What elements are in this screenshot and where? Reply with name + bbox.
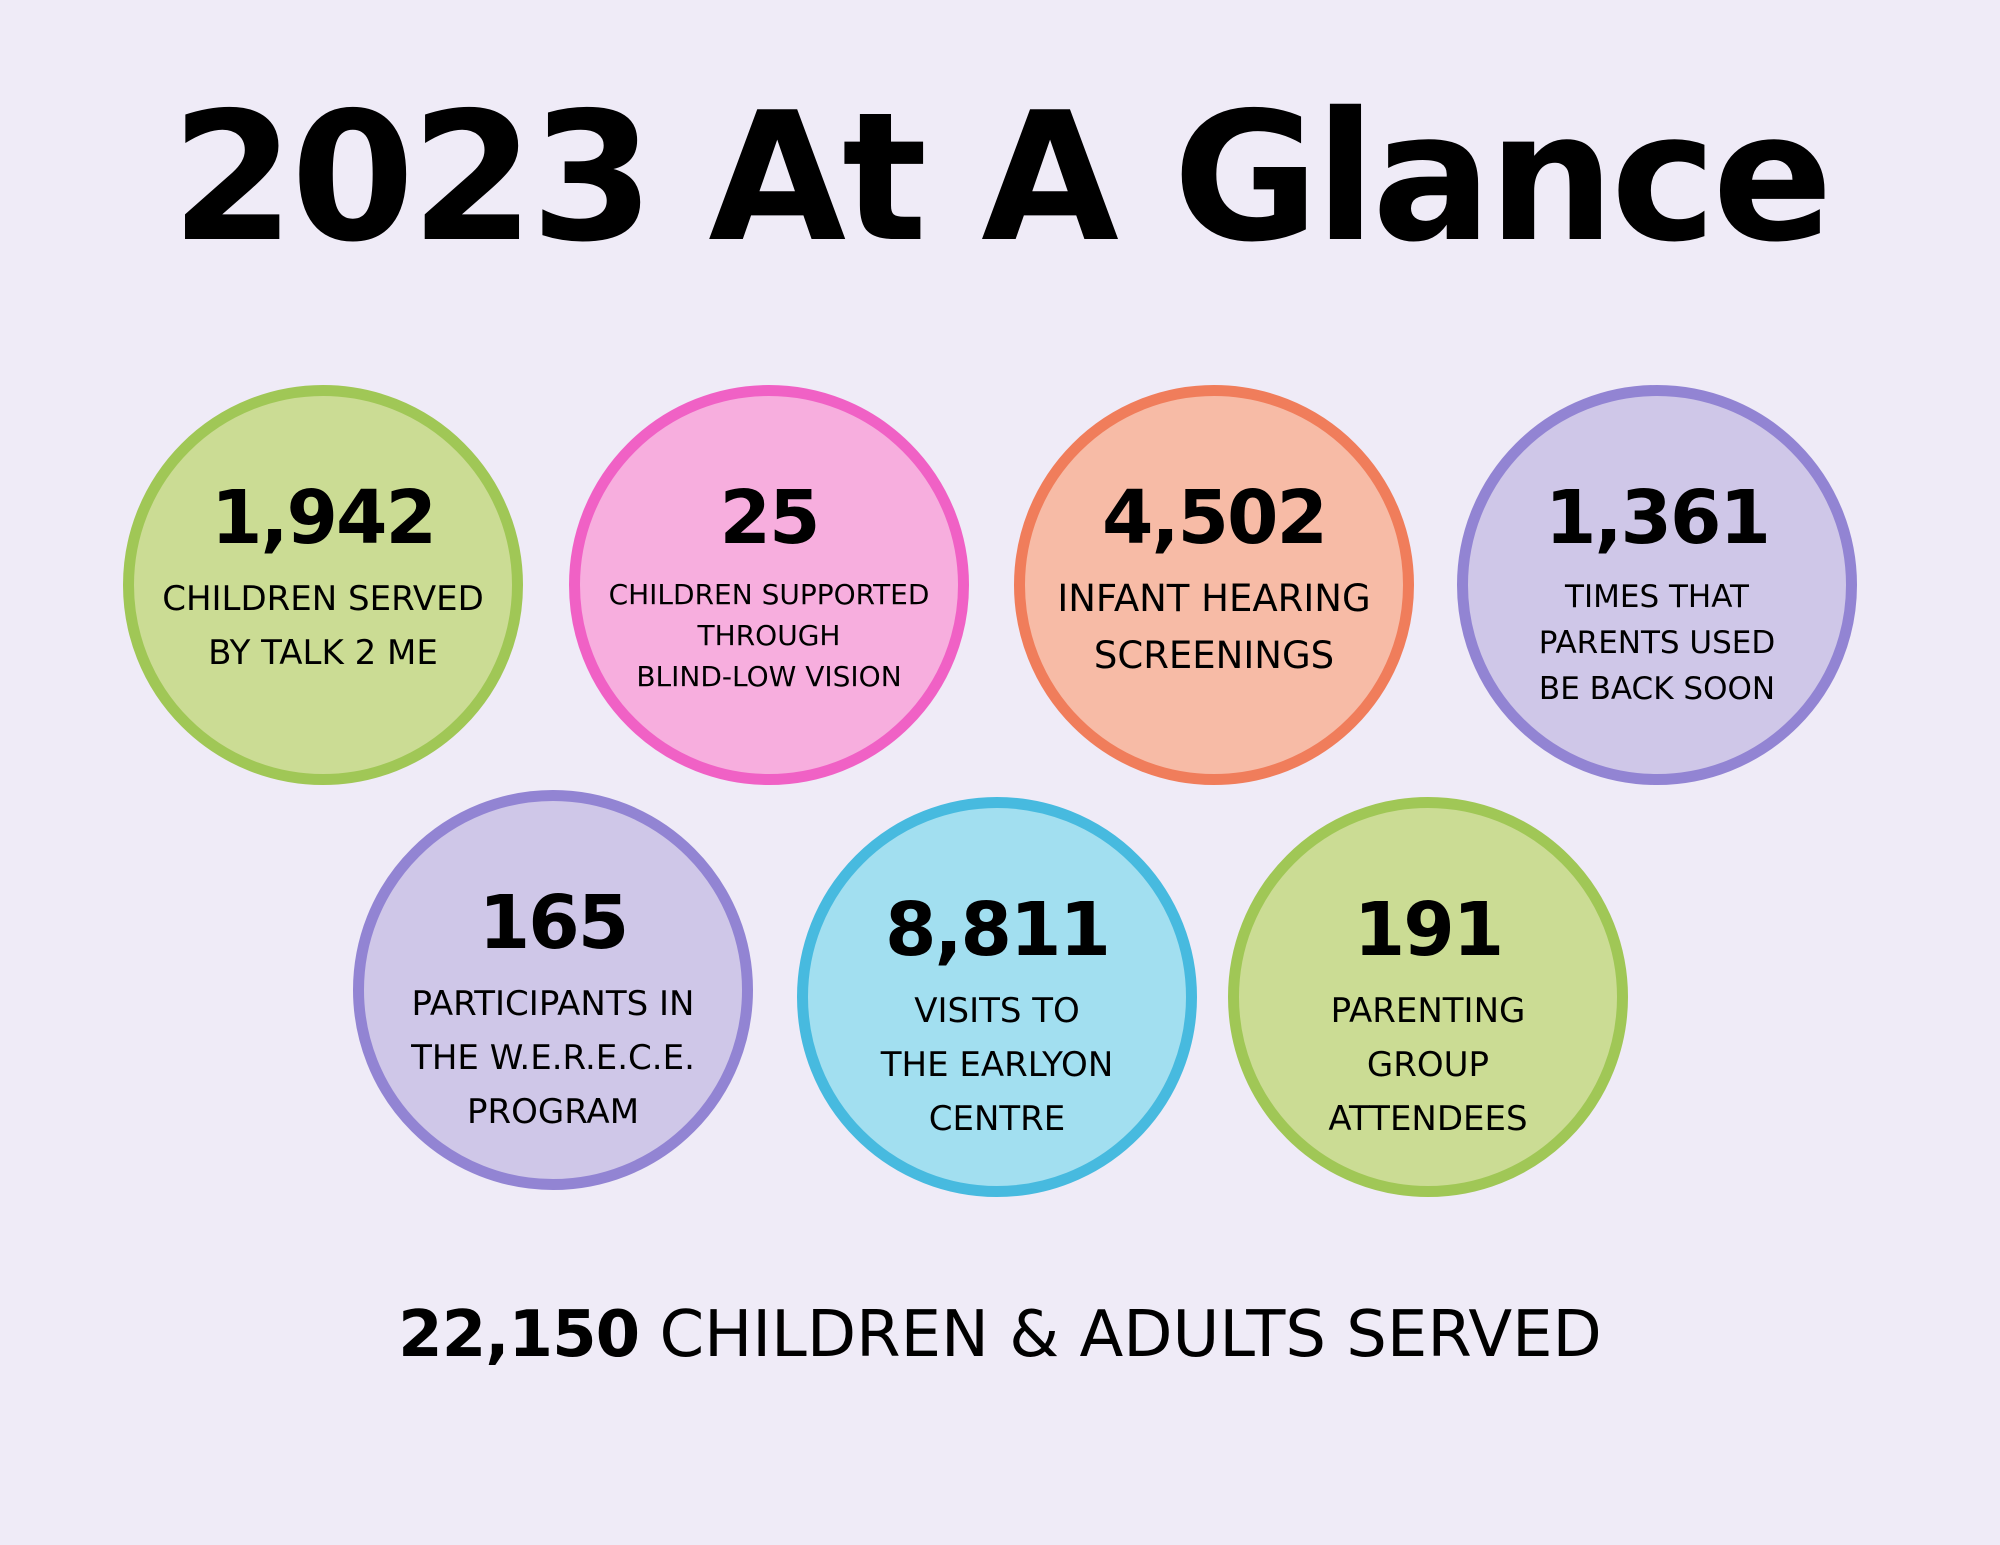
stat-label: PARTICIPANTS IN THE W.E.R.E.C.E. PROGRAM [411,984,695,1132]
stat-value: 8,811 [884,887,1111,973]
stat-circle-infant-hearing: 4,502 INFANT HEARING SCREENINGS [1014,385,1414,785]
stat-circle-blind-low-vision: 25 CHILDREN SUPPORTED THROUGH BLIND-LOW … [569,385,969,785]
summary-label: CHILDREN & ADULTS SERVED [639,1298,1602,1372]
stat-value: 25 [719,475,821,561]
stat-circle-earlyon-centre: 8,811 VISITS TO THE EARLYON CENTRE [797,797,1197,1197]
stat-value: 1,361 [1544,475,1771,561]
stat-circle-be-back-soon: 1,361 TIMES THAT PARENTS USED BE BACK SO… [1457,385,1857,785]
stat-value: 4,502 [1101,475,1328,561]
stat-value: 1,942 [210,475,437,561]
stat-label: CHILDREN SERVED BY TALK 2 ME [162,579,484,673]
stat-value: 191 [1353,887,1504,973]
summary-line: 22,150 CHILDREN & ADULTS SERVED [0,1290,2000,1380]
summary-value: 22,150 [398,1298,640,1372]
stat-circle-parenting-group: 191 PARENTING GROUP ATTENDEES [1228,797,1628,1197]
stat-label: INFANT HEARING SCREENINGS [1057,577,1371,677]
stat-circle-talk-2-me: 1,942 CHILDREN SERVED BY TALK 2 ME [123,385,523,785]
page-title: 2023 At A Glance [170,74,1833,281]
stat-circle-werece-program: 165 PARTICIPANTS IN THE W.E.R.E.C.E. PRO… [353,790,753,1190]
stat-label: CHILDREN SUPPORTED THROUGH BLIND-LOW VIS… [608,578,930,693]
stat-label: TIMES THAT PARENTS USED BE BACK SOON [1538,579,1776,707]
stat-label: PARENTING GROUP ATTENDEES [1328,991,1528,1139]
stat-value: 165 [478,880,629,966]
stat-label: VISITS TO THE EARLYON CENTRE [880,991,1114,1139]
